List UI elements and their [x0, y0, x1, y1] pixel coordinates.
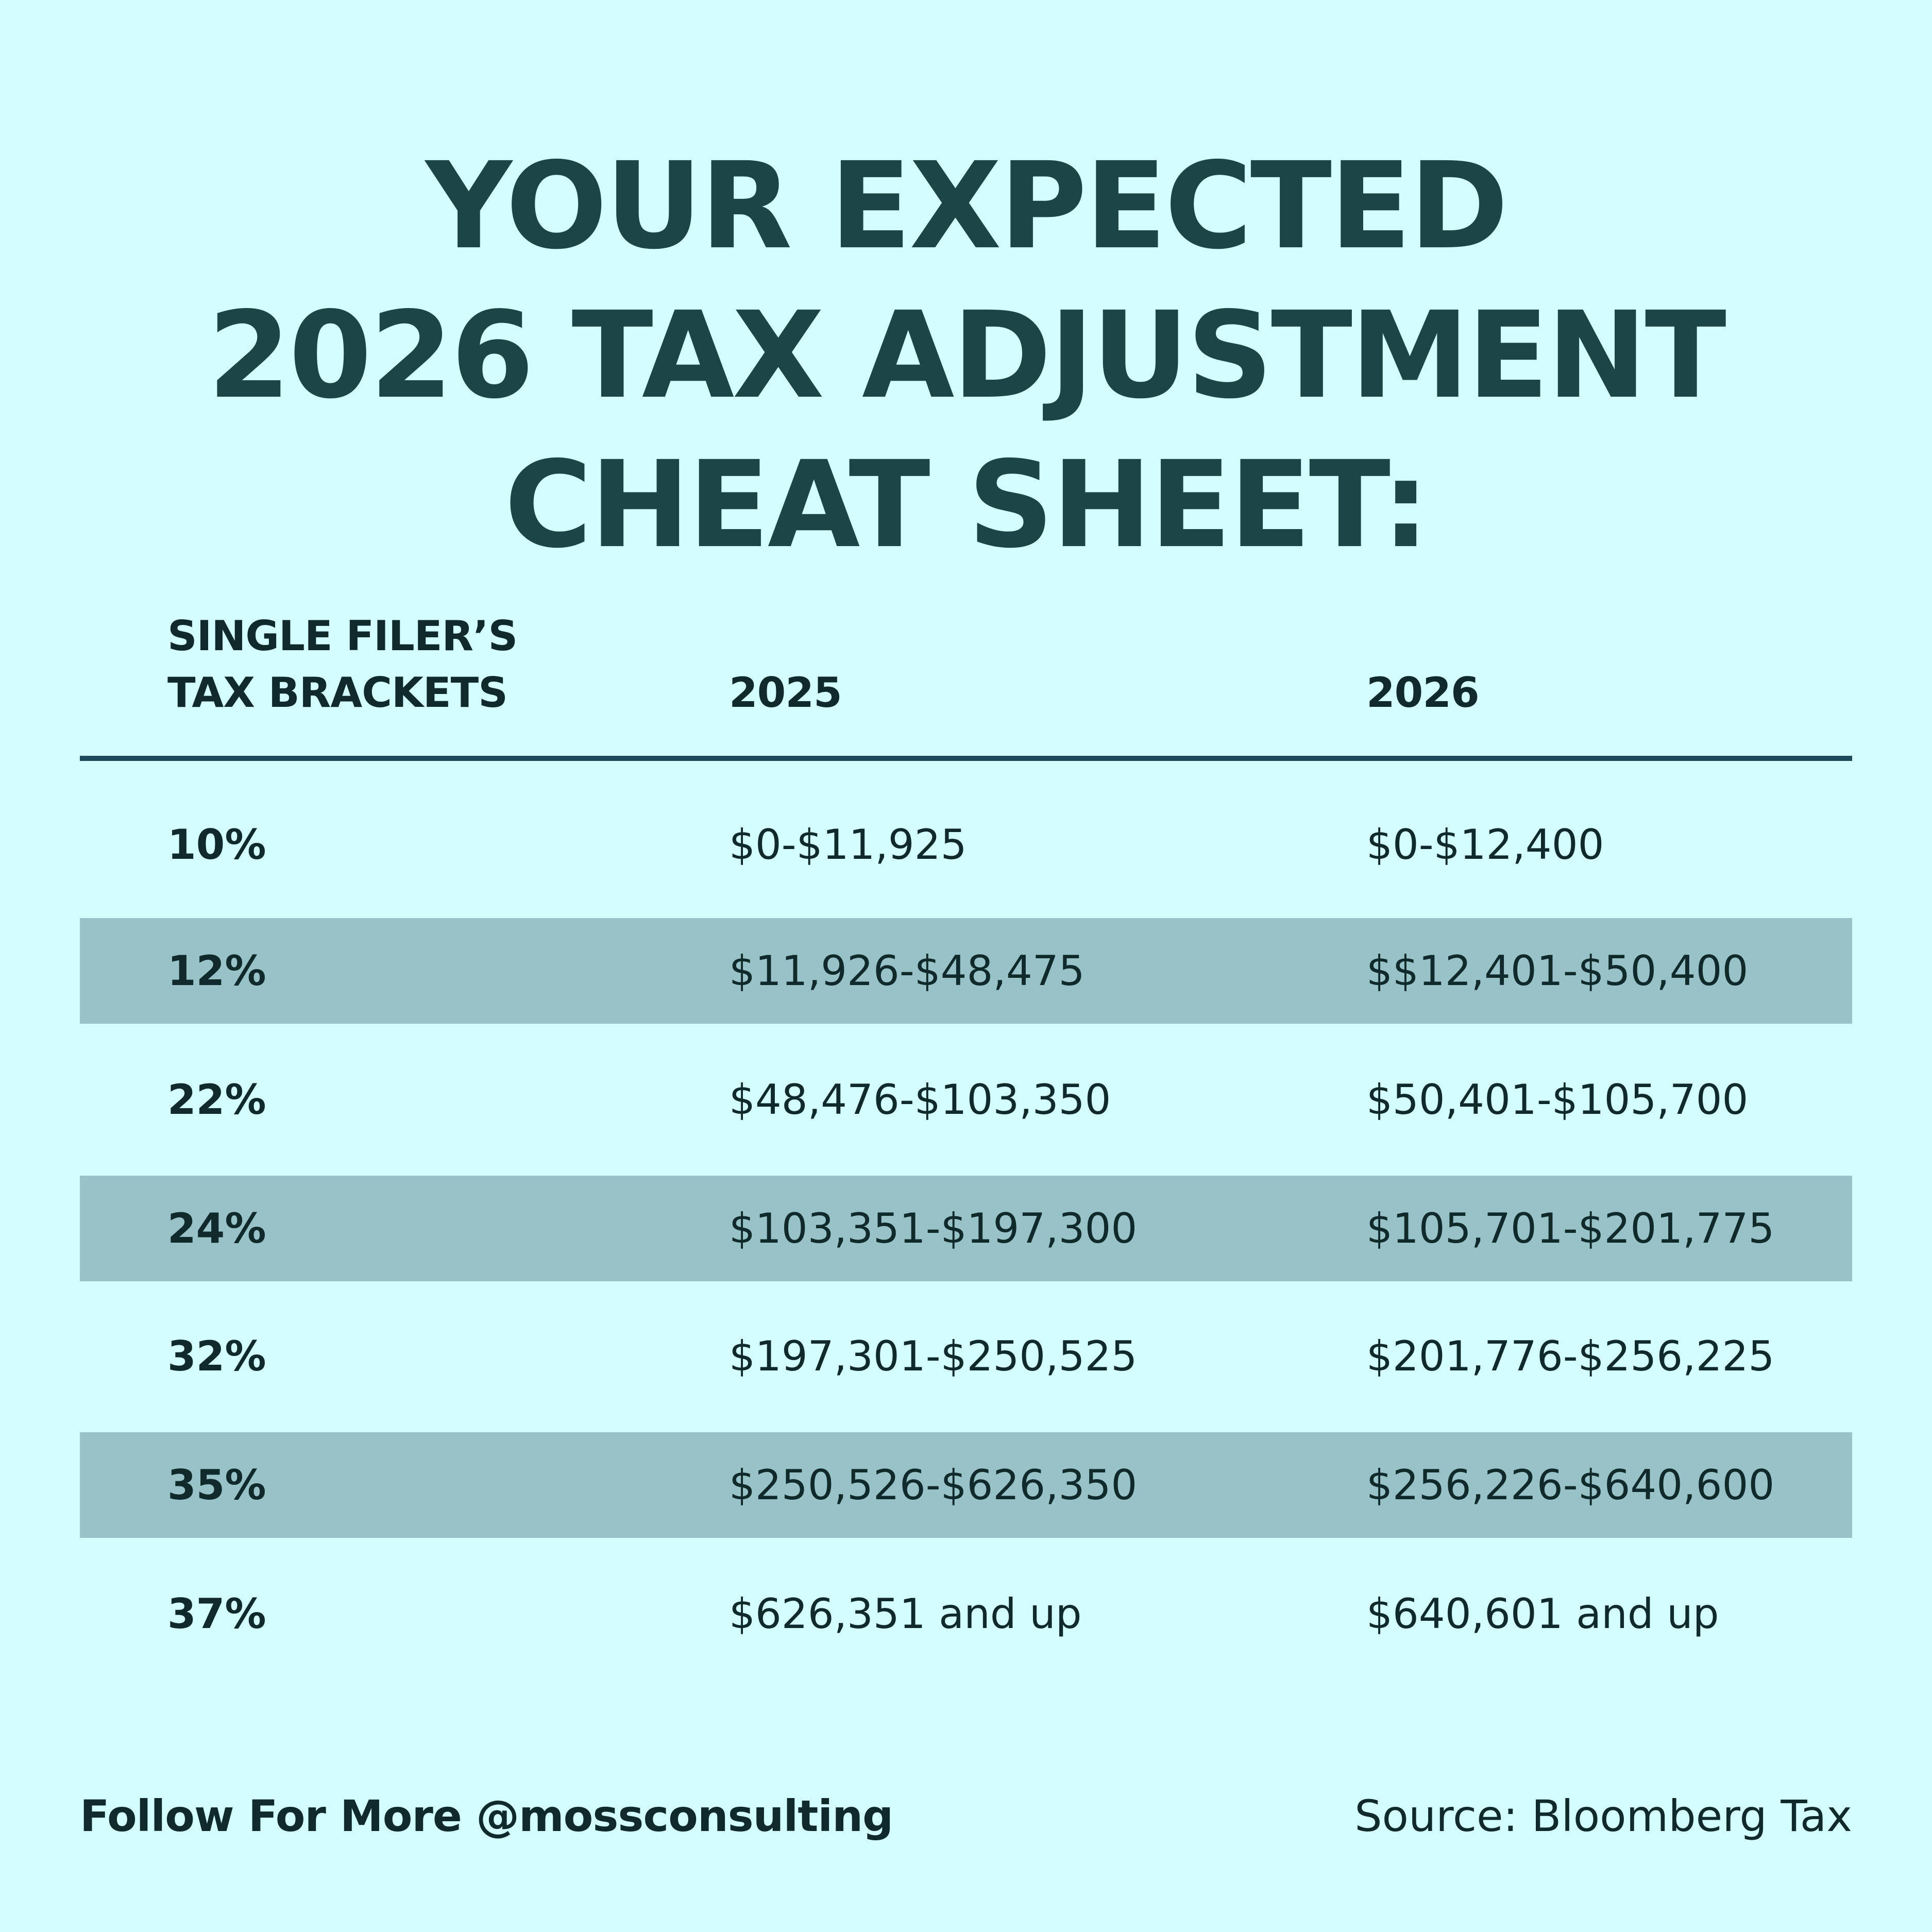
range-2026-cell: $640,601 and up [1366, 1590, 1719, 1638]
title-line-1: YOUR EXPECTED [425, 137, 1509, 276]
rate-cell: 37% [167, 1590, 266, 1638]
header-tax-brackets-line-1: SINGLE FILER’S [167, 612, 518, 660]
rate-cell: 10% [167, 821, 266, 869]
title-line-2: 2026 TAX ADJUSTMENT [208, 286, 1726, 425]
rate-cell: 24% [167, 1205, 266, 1252]
rate-cell: 22% [167, 1076, 266, 1124]
source-credit: Source: Bloomberg Tax [1354, 1791, 1852, 1841]
follow-handle: Follow For More @mossconsulting [80, 1791, 893, 1841]
range-2025-cell: $0-$11,925 [729, 821, 967, 869]
range-2025-cell: $626,351 and up [729, 1590, 1082, 1638]
rate-cell: 35% [167, 1461, 266, 1509]
table-row: 24% $103,351-$197,300 $105,701-$201,775 [80, 1176, 1852, 1281]
range-2026-cell: $0-$12,400 [1366, 821, 1604, 869]
rate-cell: 32% [167, 1332, 266, 1380]
header-2025: 2025 [729, 669, 842, 717]
rate-cell: 12% [167, 947, 266, 995]
range-2026-cell: $$12,401-$50,400 [1366, 947, 1749, 995]
range-2025-cell: $11,926-$48,475 [729, 947, 1085, 995]
table-row: 22% $48,476-$103,350 $50,401-$105,700 [80, 1047, 1852, 1153]
range-2025-cell: $48,476-$103,350 [729, 1076, 1111, 1124]
range-2026-cell: $256,226-$640,600 [1366, 1461, 1775, 1509]
title-line-3: CHEAT SHEET: [504, 435, 1430, 574]
range-2025-cell: $250,526-$626,350 [729, 1461, 1138, 1509]
header-tax-brackets: SINGLE FILER’S TAX BRACKETS [167, 608, 518, 721]
range-2026-cell: $105,701-$201,775 [1366, 1205, 1775, 1252]
header-2026: 2026 [1366, 669, 1480, 717]
table-row: 37% $626,351 and up $640,601 and up [80, 1561, 1852, 1667]
table-row: 32% $197,301-$250,525 $201,776-$256,225 [80, 1303, 1852, 1409]
page-title: YOUR EXPECTED 2026 TAX ADJUSTMENT CHEAT … [0, 131, 1932, 580]
range-2026-cell: $201,776-$256,225 [1366, 1332, 1775, 1380]
range-2026-cell: $50,401-$105,700 [1366, 1076, 1749, 1124]
table-row: 35% $250,526-$626,350 $256,226-$640,600 [80, 1432, 1852, 1538]
header-tax-brackets-line-2: TAX BRACKETS [167, 669, 508, 717]
table-row: 10% $0-$11,925 $0-$12,400 [80, 792, 1852, 897]
range-2025-cell: $103,351-$197,300 [729, 1205, 1138, 1252]
table-row: 12% $11,926-$48,475 $$12,401-$50,400 [80, 918, 1852, 1024]
header-divider [80, 756, 1852, 761]
range-2025-cell: $197,301-$250,525 [729, 1332, 1138, 1380]
